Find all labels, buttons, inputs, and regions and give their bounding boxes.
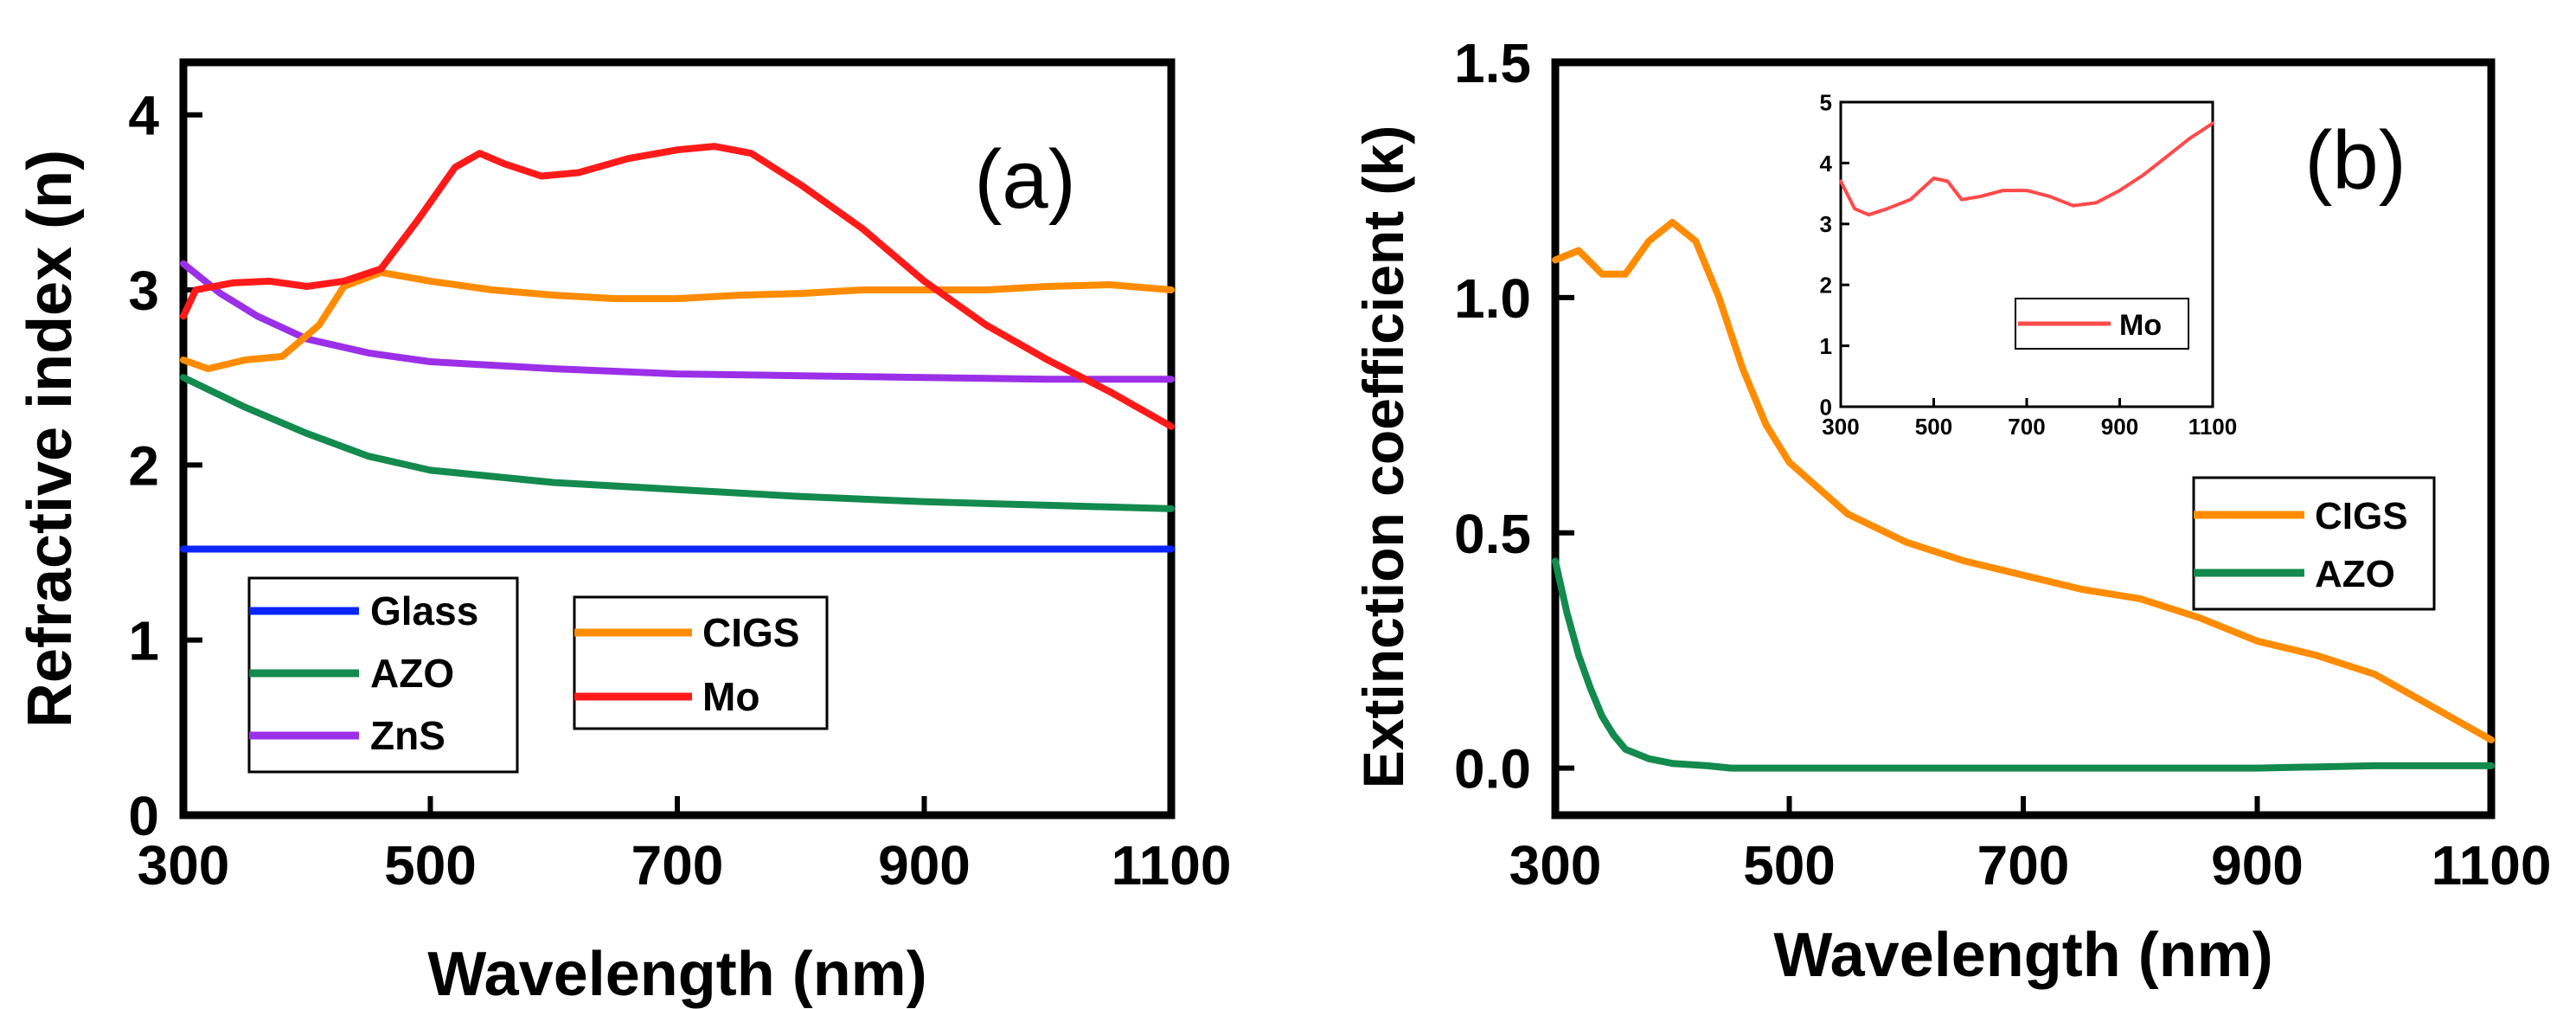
inset-y-tick-label: 2 xyxy=(1820,273,1832,299)
panel-b-y-tick-label: 1.5 xyxy=(1454,32,1531,94)
panel-a-y-tick-label: 2 xyxy=(128,434,159,497)
legend-glass-label: Glass xyxy=(370,588,478,633)
inset-x-tick-label: 700 xyxy=(2008,414,2045,440)
inset-x-tick-label: 300 xyxy=(1822,414,1859,440)
panel-a-y-axis-label: Refractive index (n) xyxy=(16,150,85,728)
panel-b-x-tick-label: 500 xyxy=(1743,834,1836,897)
panel-a-x-tick-label: 1100 xyxy=(1112,834,1232,897)
legend-mo-label: Mo xyxy=(702,674,759,719)
panel-a-y-tick-label: 3 xyxy=(128,260,159,322)
inset-x-tick-label: 900 xyxy=(2101,414,2138,440)
panel-a-series-lines xyxy=(180,143,1175,553)
inset-y-tick-label: 1 xyxy=(1820,333,1832,359)
panel-b-y-tick-label: 0.5 xyxy=(1454,503,1531,565)
panel-a-legend-1: Glass AZO ZnS xyxy=(247,576,519,774)
panel-b-series-azo-line xyxy=(1552,557,2495,772)
panel-a-x-tick-label: 300 xyxy=(138,834,230,897)
panel-a-ticks: 300 500 700 900 1100 0 1 2 3 4 xyxy=(128,85,1231,897)
panel-b-tag: (b) xyxy=(2304,114,2406,207)
inset-series-mo-line xyxy=(1839,121,2214,217)
panel-a-y-tick-label: 1 xyxy=(128,610,159,672)
panel-a-series-zns-line xyxy=(180,260,1175,383)
panel-b-x-tick-label: 900 xyxy=(2211,834,2304,897)
inset-y-tick-label: 0 xyxy=(1820,394,1832,420)
panel-a-x-tick-label: 900 xyxy=(878,834,971,897)
inset-ticks: 300 500 700 900 1100 0 1 2 3 4 5 xyxy=(1820,89,2238,440)
panel-b-series-cigs-line xyxy=(1552,218,2495,743)
panel-a-x-axis-label: Wavelength (nm) xyxy=(427,940,926,1009)
panel-a-x-tick-label: 500 xyxy=(384,834,477,897)
inset-y-tick-label: 4 xyxy=(1820,151,1833,177)
panel-b-x-tick-label: 700 xyxy=(1977,834,2070,897)
panel-b-inset: 300 500 700 900 1100 0 1 2 3 4 5 Mo xyxy=(1820,89,2238,440)
legend-cigs-label: CIGS xyxy=(702,610,799,655)
inset-legend-mo-label: Mo xyxy=(2119,309,2162,342)
panel-b-y-axis-label: Extinction coefficient (k) xyxy=(1351,125,1415,788)
panel-b-extinction-coefficient: 300 500 700 900 1100 0.0 0.5 1.0 1.5 (b) Wavelen… xyxy=(1351,32,2551,990)
panel-b-y-tick-label: 1.0 xyxy=(1454,267,1531,330)
panel-a-refractive-index: 300 500 700 900 1100 0 1 2 3 4 (a) Wavelength (nm… xyxy=(16,58,1231,1009)
panel-a-legend-2: CIGS Mo xyxy=(573,595,829,730)
panel-a-legend-2-box xyxy=(573,595,829,730)
panel-b-legend-azo-label: AZO xyxy=(2315,553,2395,595)
inset-plot-frame xyxy=(1839,100,2214,408)
panel-a-tag: (a) xyxy=(974,133,1075,226)
panel-b-legend: CIGS AZO xyxy=(2192,476,2436,611)
inset-y-tick-label: 3 xyxy=(1820,211,1832,237)
panel-a-y-tick-label: 4 xyxy=(128,85,159,147)
legend-zns-label: ZnS xyxy=(370,713,445,758)
inset-x-tick-label: 1100 xyxy=(2188,414,2237,440)
panel-a-series-mo-line xyxy=(180,143,1175,430)
panel-b-x-tick-label: 300 xyxy=(1509,834,1602,897)
panel-a-y-tick-label: 0 xyxy=(128,785,159,847)
inset-y-tick-label: 5 xyxy=(1820,89,1832,115)
panel-b-x-axis-label: Wavelength (nm) xyxy=(1773,921,2272,990)
panel-b-legend-cigs-label: CIGS xyxy=(2315,495,2408,537)
panel-b-y-tick-label: 0.0 xyxy=(1454,738,1531,800)
panel-b-x-tick-label: 1100 xyxy=(2432,834,2552,897)
inset-series-lines xyxy=(1839,121,2214,217)
legend-azo-label: AZO xyxy=(370,651,454,696)
panel-a-series-azo-line xyxy=(180,374,1175,512)
inset-x-tick-label: 500 xyxy=(1915,414,1952,440)
panel-b-ticks: 300 500 700 900 1100 0.0 0.5 1.0 1.5 xyxy=(1454,32,2551,897)
panel-b-legend-box xyxy=(2192,476,2436,611)
panel-a-x-tick-label: 700 xyxy=(631,834,724,897)
panel-a-series-cigs-line xyxy=(180,268,1175,373)
panel-b-series-lines xyxy=(1552,218,2495,772)
